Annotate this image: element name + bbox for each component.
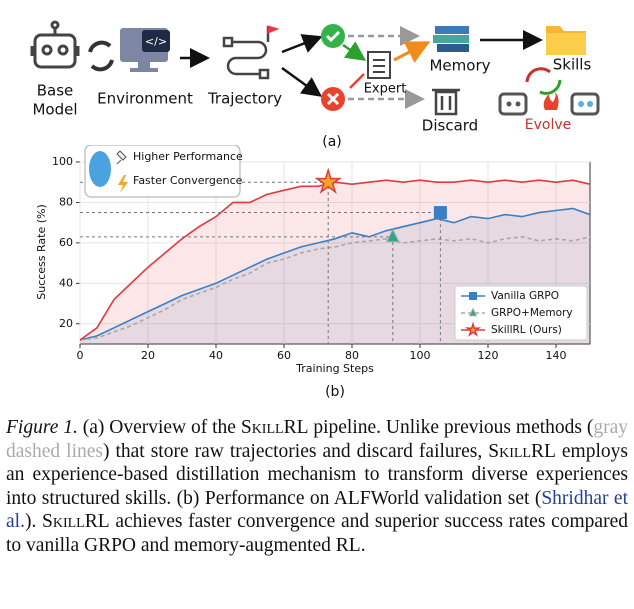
label: Evolve <box>525 117 571 133</box>
folder-icon <box>546 26 586 55</box>
arrow <box>342 41 367 61</box>
text: SkillRL <box>42 511 110 532</box>
y-axis-label: Success Rate (%) <box>35 204 48 300</box>
text: ) that store raw trajectories and discar… <box>102 440 489 462</box>
x-tick-label: 140 <box>546 349 567 362</box>
subcaption: (b) <box>325 384 345 400</box>
icon <box>116 150 127 165</box>
marker <box>385 228 400 243</box>
line <box>79 235 591 341</box>
trajectory-icon <box>222 25 280 80</box>
text: SkillRL <box>488 440 556 462</box>
legend-label: SkillRL (Ours) <box>491 324 562 336</box>
legend-marker <box>464 321 482 337</box>
text: (a) Overview of the <box>82 417 241 438</box>
x-tick-label: 120 <box>478 349 499 362</box>
x-axis-label: Training Steps <box>295 362 374 375</box>
legend-label: GRPO+Memory <box>491 307 573 319</box>
books-icon <box>433 26 469 52</box>
x-tick-label: 60 <box>277 349 291 362</box>
label: Base <box>37 82 74 100</box>
annotation: Faster Convergence <box>133 174 243 187</box>
x-tick-label: 100 <box>410 349 431 362</box>
marker <box>433 206 447 220</box>
label: Skills <box>553 56 592 74</box>
legend-marker <box>469 292 477 300</box>
text: gray dashed lines <box>6 417 629 462</box>
arrow <box>349 73 365 89</box>
marker <box>314 167 342 194</box>
arrow <box>393 41 431 63</box>
annotation-box: Higher Performance Faster Convergence <box>84 145 243 198</box>
text: achieves faster convergence and superior… <box>6 511 628 556</box>
label: Model <box>32 101 77 119</box>
caption-label: Figure 1. <box>6 417 78 438</box>
text: ). <box>24 511 43 532</box>
arrow <box>281 34 323 54</box>
x-tick-label: 80 <box>345 349 359 362</box>
robot-icon <box>30 20 80 69</box>
x-tick-label: 20 <box>141 349 155 362</box>
scroll-icon <box>367 51 391 79</box>
label: Expert <box>364 82 407 97</box>
monitor-icon: </> <box>120 28 170 72</box>
svg-text:</>: </> <box>145 35 167 48</box>
arrow <box>281 66 323 97</box>
y-tick-label: 60 <box>59 236 73 249</box>
pipeline-diagram: Base Model </> Environment Trajectory Ex… <box>30 20 600 150</box>
y-tick-label: 100 <box>52 155 73 168</box>
label: Trajectory <box>207 90 282 108</box>
annotation: Higher Performance <box>133 150 243 163</box>
label: Memory <box>429 57 490 75</box>
y-tick-label: 40 <box>59 276 73 289</box>
mascot-icon <box>89 151 111 187</box>
text: employs an experience-based distillation… <box>6 440 628 509</box>
legend: Vanilla GRPO GRPO+Memory SkillRL (Ours) <box>454 285 588 341</box>
x-tick-label: 40 <box>209 349 223 362</box>
legend-label: Vanilla GRPO <box>491 290 559 302</box>
y-tick-label: 80 <box>59 195 73 208</box>
caption: Figure 1. (a) Overview of the SkillRL pi… <box>6 416 628 557</box>
label: Environment <box>97 90 193 108</box>
label: Discard <box>422 117 478 135</box>
evolve-icon <box>498 67 600 116</box>
y-tick-label: 20 <box>59 317 73 330</box>
cycle-icon <box>88 40 114 72</box>
text: SkillRL <box>240 417 309 438</box>
chart: Success Rate (%) Training Steps (b) 20 40… <box>35 145 591 400</box>
citation[interactable]: Shridhar et al. <box>6 487 628 533</box>
trash-icon <box>432 88 460 116</box>
subcaption: (a) <box>322 134 342 150</box>
line <box>79 207 591 341</box>
legend-frame <box>454 285 588 341</box>
legend-marker <box>468 307 478 317</box>
icon <box>118 175 128 193</box>
x-tick-label: 0 <box>77 349 84 362</box>
text: pipeline. Unlike previous methods ( <box>308 417 594 438</box>
